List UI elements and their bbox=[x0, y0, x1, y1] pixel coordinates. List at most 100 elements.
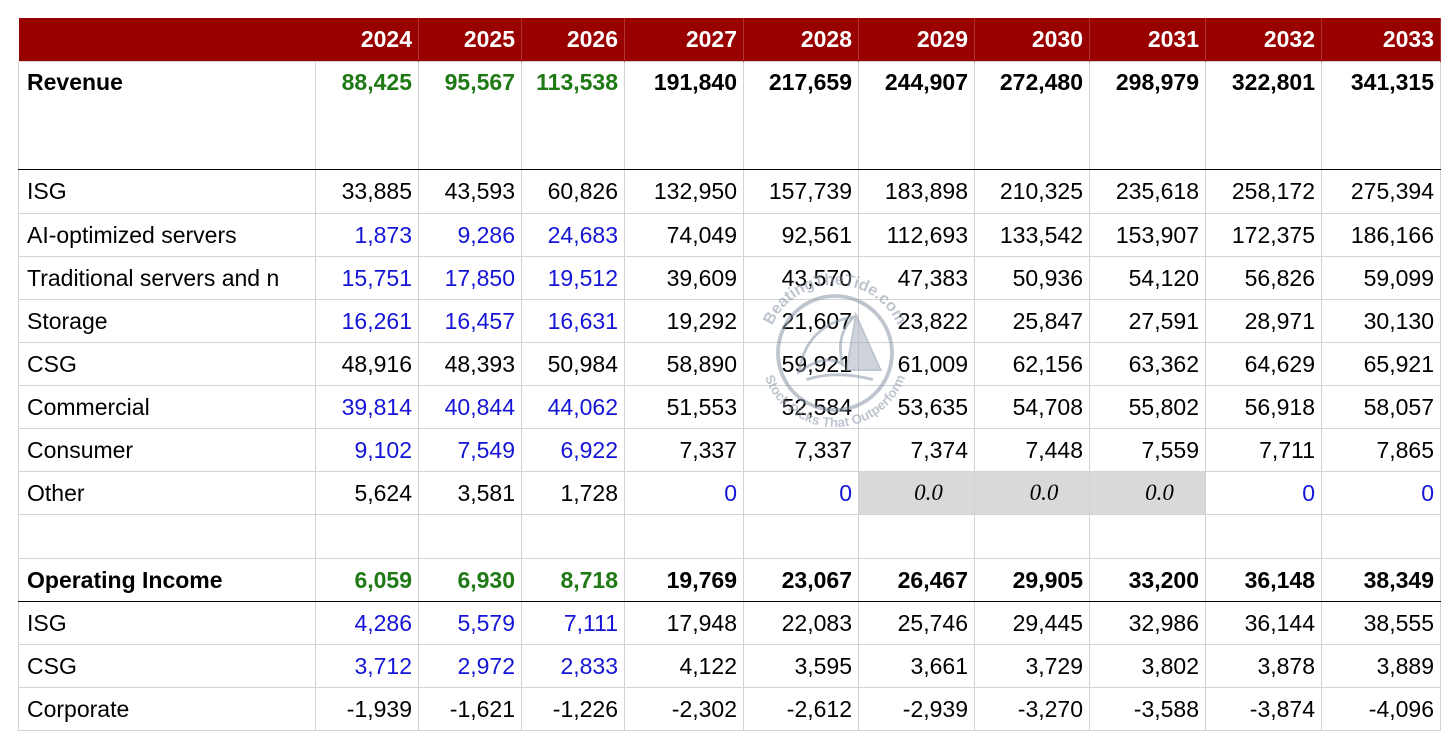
value-cell: 28,971 bbox=[1205, 299, 1322, 343]
row-label: Storage bbox=[18, 299, 316, 343]
value-cell: 59,099 bbox=[1321, 256, 1441, 300]
value-cell: 7,111 bbox=[521, 601, 625, 645]
value-cell: -3,588 bbox=[1089, 687, 1206, 731]
value-cell: 235,618 bbox=[1089, 169, 1206, 214]
value-cell: -1,939 bbox=[315, 687, 419, 731]
value-cell: 19,769 bbox=[624, 558, 744, 602]
year-header: 2028 bbox=[743, 18, 859, 62]
value-cell: 8,718 bbox=[521, 558, 625, 602]
value-cell: 16,261 bbox=[315, 299, 419, 343]
value-cell: 40,844 bbox=[418, 385, 522, 429]
value-cell: 48,393 bbox=[418, 342, 522, 386]
value-cell: 47,383 bbox=[858, 256, 975, 300]
value-cell: 3,595 bbox=[743, 644, 859, 688]
row-label: Other bbox=[18, 471, 316, 515]
value-cell: -3,874 bbox=[1205, 687, 1322, 731]
value-cell: 1,728 bbox=[521, 471, 625, 515]
value-cell bbox=[974, 514, 1090, 559]
value-cell: 275,394 bbox=[1321, 169, 1441, 214]
value-cell: 0 bbox=[624, 471, 744, 515]
value-cell: 64,629 bbox=[1205, 342, 1322, 386]
value-cell: 298,979 bbox=[1089, 61, 1206, 170]
value-cell: 272,480 bbox=[974, 61, 1090, 170]
value-cell: 3,802 bbox=[1089, 644, 1206, 688]
value-cell bbox=[1089, 514, 1206, 559]
value-cell: 36,148 bbox=[1205, 558, 1322, 602]
value-cell: 27,591 bbox=[1089, 299, 1206, 343]
value-cell: 6,922 bbox=[521, 428, 625, 472]
year-header: 2030 bbox=[974, 18, 1090, 62]
value-cell bbox=[418, 514, 522, 559]
value-cell: -2,302 bbox=[624, 687, 744, 731]
value-cell: 60,826 bbox=[521, 169, 625, 214]
value-cell: 322,801 bbox=[1205, 61, 1322, 170]
value-cell: 7,448 bbox=[974, 428, 1090, 472]
table-row: Other 5,624 3,581 1,728 0 0 0.0 0.0 0.0 0 0 bbox=[18, 471, 1441, 515]
value-cell: 61,009 bbox=[858, 342, 975, 386]
value-cell: 0.0 bbox=[1089, 471, 1206, 515]
table-row: CSG 3,712 2,972 2,833 4,122 3,595 3,661 3,729 3,… bbox=[18, 644, 1441, 688]
value-cell: 3,729 bbox=[974, 644, 1090, 688]
table-row: ISG 4,286 5,579 7,111 17,948 22,083 25,746 29,4… bbox=[18, 601, 1441, 645]
value-cell: 17,948 bbox=[624, 601, 744, 645]
value-cell: 4,122 bbox=[624, 644, 744, 688]
value-cell: 21,607 bbox=[743, 299, 859, 343]
row-label: Operating Income bbox=[18, 558, 316, 602]
value-cell: 51,553 bbox=[624, 385, 744, 429]
value-cell: 217,659 bbox=[743, 61, 859, 170]
value-cell: 50,936 bbox=[974, 256, 1090, 300]
value-cell: 2,833 bbox=[521, 644, 625, 688]
value-cell: 36,144 bbox=[1205, 601, 1322, 645]
value-cell: 55,802 bbox=[1089, 385, 1206, 429]
table-body: Revenue 88,425 95,567 113,538 191,840 217,659… bbox=[18, 61, 1441, 731]
row-label: Commercial bbox=[18, 385, 316, 429]
value-cell: 19,292 bbox=[624, 299, 744, 343]
header-row: 2024 2025 2026 2027 2028 2029 2030 2031 … bbox=[18, 18, 1441, 62]
row-label: Revenue bbox=[18, 61, 316, 170]
table-row: Storage 16,261 16,457 16,631 19,292 21,607 23,… bbox=[18, 299, 1441, 343]
year-header: 2024 bbox=[315, 18, 419, 62]
value-cell: 92,561 bbox=[743, 213, 859, 257]
value-cell: 62,156 bbox=[974, 342, 1090, 386]
value-cell: 29,445 bbox=[974, 601, 1090, 645]
row-label: ISG bbox=[18, 601, 316, 645]
value-cell: 133,542 bbox=[974, 213, 1090, 257]
value-cell: 7,865 bbox=[1321, 428, 1441, 472]
value-cell: 0.0 bbox=[974, 471, 1090, 515]
value-cell: 63,362 bbox=[1089, 342, 1206, 386]
value-cell: 172,375 bbox=[1205, 213, 1322, 257]
table-row: AI-optimized servers 1,873 9,286 24,683 74,0… bbox=[18, 213, 1441, 257]
value-cell: 9,286 bbox=[418, 213, 522, 257]
value-cell: -1,621 bbox=[418, 687, 522, 731]
value-cell: 244,907 bbox=[858, 61, 975, 170]
value-cell: 258,172 bbox=[1205, 169, 1322, 214]
year-header: 2031 bbox=[1089, 18, 1206, 62]
table-row: Consumer 9,102 7,549 6,922 7,337 7,337 7,374 7,… bbox=[18, 428, 1441, 472]
value-cell: 183,898 bbox=[858, 169, 975, 214]
value-cell: 43,570 bbox=[743, 256, 859, 300]
value-cell: 38,349 bbox=[1321, 558, 1441, 602]
value-cell: 3,889 bbox=[1321, 644, 1441, 688]
year-header: 2026 bbox=[521, 18, 625, 62]
row-label: CSG bbox=[18, 342, 316, 386]
row-label: Corporate bbox=[18, 687, 316, 731]
table-row: Commercial 39,814 40,844 44,062 51,553 52,584… bbox=[18, 385, 1441, 429]
value-cell: 24,683 bbox=[521, 213, 625, 257]
value-cell: 1,873 bbox=[315, 213, 419, 257]
table-row: CSG 48,916 48,393 50,984 58,890 59,921 61,009 6… bbox=[18, 342, 1441, 386]
value-cell: 44,062 bbox=[521, 385, 625, 429]
value-cell: 22,083 bbox=[743, 601, 859, 645]
value-cell: 341,315 bbox=[1321, 61, 1441, 170]
value-cell: 112,693 bbox=[858, 213, 975, 257]
value-cell bbox=[858, 514, 975, 559]
value-cell: 7,337 bbox=[624, 428, 744, 472]
value-cell: 16,457 bbox=[418, 299, 522, 343]
value-cell: 16,631 bbox=[521, 299, 625, 343]
year-header: 2025 bbox=[418, 18, 522, 62]
value-cell: 26,467 bbox=[858, 558, 975, 602]
financial-table-container: 2024 2025 2026 2027 2028 2029 2030 2031 … bbox=[18, 18, 1441, 731]
value-cell: 59,921 bbox=[743, 342, 859, 386]
year-header: 2033 bbox=[1321, 18, 1441, 62]
value-cell: 88,425 bbox=[315, 61, 419, 170]
year-header: 2032 bbox=[1205, 18, 1322, 62]
